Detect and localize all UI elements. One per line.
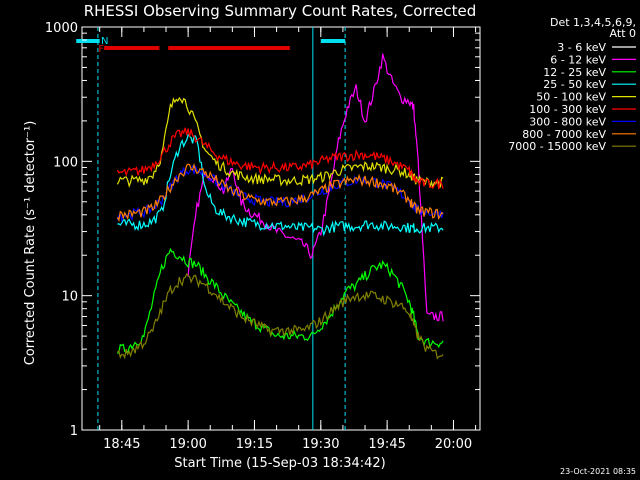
y-axis-label: Corrected Count Rate (s⁻¹ detector⁻¹) (23, 121, 38, 366)
x-tick-label: 19:30 (302, 437, 339, 452)
x-axis-label: Start Time (15-Sep-03 18:34:42) (174, 456, 385, 471)
x-tick-label: 20:00 (435, 437, 472, 452)
legend-entry-label: 12 - 25 keV (543, 66, 606, 79)
y-tick-label: 1000 (45, 21, 78, 36)
legend-entry-label: 7000 - 15000 keV (508, 140, 606, 153)
x-tick-label: 19:00 (169, 437, 206, 452)
flare-flag-label: F (98, 44, 104, 55)
legend-entry-label: 6 - 12 keV (550, 53, 606, 66)
series-group (116, 53, 444, 370)
legend-entry-label: 300 - 800 keV (529, 115, 606, 128)
legend-entry-label: 3 - 6 keV (557, 41, 606, 54)
series-line-8 (116, 162, 444, 223)
x-tick-label: 19:15 (236, 437, 273, 452)
axes: 1 10 100 1000 18:45 19:00 19:15 19:30 19:45 20:00 (45, 21, 480, 452)
date-stamp: 23-Oct-2021 08:35 (560, 467, 636, 476)
legend-entry-label: 800 - 7000 keV (522, 128, 606, 141)
series-line-4 (117, 133, 444, 237)
series-line-1 (161, 64, 435, 370)
plot-frame (81, 26, 481, 431)
flag-bars: NF (76, 27, 346, 430)
plot-area (81, 26, 481, 431)
legend-entry-label: 25 - 50 keV (543, 78, 606, 91)
series-line-3 (116, 247, 444, 355)
series-line-6 (116, 127, 444, 190)
legend-header-line: Det 1,3,4,5,6,9, (550, 16, 636, 29)
chart-title: RHESSI Observing Summary Count Rates, Co… (84, 2, 477, 20)
x-tick-label: 18:45 (103, 437, 140, 452)
legend-entry-label: 100 - 300 keV (529, 103, 606, 116)
legend-entry-label: 50 - 100 keV (536, 91, 606, 104)
y-tick-label: 1 (70, 424, 78, 439)
series-line-2 (187, 53, 444, 322)
series-line-9 (117, 273, 444, 360)
y-tick-label: 10 (61, 290, 78, 305)
night-flag-label: N (101, 36, 108, 47)
x-tick-label: 19:45 (368, 437, 405, 452)
legend-header-line: Att 0 (610, 27, 636, 40)
series-line-5 (116, 96, 444, 190)
y-tick-label: 100 (53, 155, 78, 170)
